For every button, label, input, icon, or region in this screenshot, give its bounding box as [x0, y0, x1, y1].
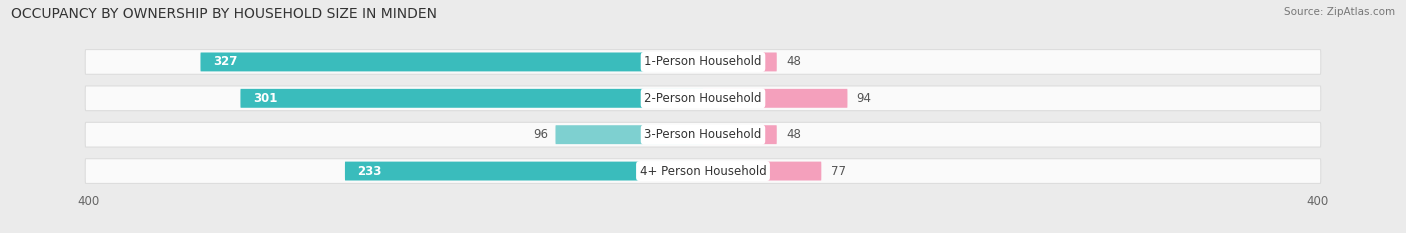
Text: 4+ Person Household: 4+ Person Household: [640, 164, 766, 178]
FancyBboxPatch shape: [86, 86, 1320, 111]
Text: Source: ZipAtlas.com: Source: ZipAtlas.com: [1284, 7, 1395, 17]
Text: 96: 96: [533, 128, 548, 141]
Text: 77: 77: [831, 164, 845, 178]
FancyBboxPatch shape: [703, 89, 848, 108]
FancyBboxPatch shape: [240, 89, 703, 108]
FancyBboxPatch shape: [703, 125, 776, 144]
Text: 3-Person Household: 3-Person Household: [644, 128, 762, 141]
Text: 1-Person Household: 1-Person Household: [644, 55, 762, 69]
Text: 301: 301: [253, 92, 277, 105]
FancyBboxPatch shape: [555, 125, 703, 144]
Text: 94: 94: [856, 92, 872, 105]
FancyBboxPatch shape: [703, 162, 821, 181]
Text: 48: 48: [786, 55, 801, 69]
FancyBboxPatch shape: [703, 52, 776, 71]
FancyBboxPatch shape: [201, 52, 703, 71]
Text: 2-Person Household: 2-Person Household: [644, 92, 762, 105]
Text: OCCUPANCY BY OWNERSHIP BY HOUSEHOLD SIZE IN MINDEN: OCCUPANCY BY OWNERSHIP BY HOUSEHOLD SIZE…: [11, 7, 437, 21]
FancyBboxPatch shape: [344, 162, 703, 181]
Text: 327: 327: [212, 55, 238, 69]
FancyBboxPatch shape: [86, 159, 1320, 183]
Text: 233: 233: [357, 164, 381, 178]
FancyBboxPatch shape: [86, 122, 1320, 147]
FancyBboxPatch shape: [86, 50, 1320, 74]
Text: 48: 48: [786, 128, 801, 141]
